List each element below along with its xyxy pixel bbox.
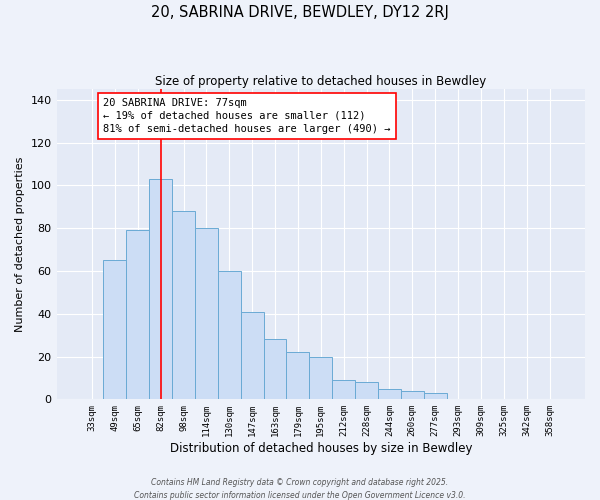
Bar [263, 340, 286, 400]
Bar [378, 388, 401, 400]
Text: Contains HM Land Registry data © Crown copyright and database right 2025.
Contai: Contains HM Land Registry data © Crown c… [134, 478, 466, 500]
Bar [332, 380, 355, 400]
Bar [149, 179, 172, 400]
Bar [195, 228, 218, 400]
Bar [103, 260, 127, 400]
Bar [218, 271, 241, 400]
Bar [172, 211, 195, 400]
Bar [355, 382, 378, 400]
Text: 20, SABRINA DRIVE, BEWDLEY, DY12 2RJ: 20, SABRINA DRIVE, BEWDLEY, DY12 2RJ [151, 5, 449, 20]
Bar [401, 391, 424, 400]
X-axis label: Distribution of detached houses by size in Bewdley: Distribution of detached houses by size … [170, 442, 472, 455]
Bar [127, 230, 149, 400]
Bar [286, 352, 310, 400]
Bar [424, 393, 446, 400]
Y-axis label: Number of detached properties: Number of detached properties [15, 156, 25, 332]
Bar [310, 356, 332, 400]
Title: Size of property relative to detached houses in Bewdley: Size of property relative to detached ho… [155, 75, 487, 88]
Bar [241, 312, 263, 400]
Text: 20 SABRINA DRIVE: 77sqm
← 19% of detached houses are smaller (112)
81% of semi-d: 20 SABRINA DRIVE: 77sqm ← 19% of detache… [103, 98, 391, 134]
